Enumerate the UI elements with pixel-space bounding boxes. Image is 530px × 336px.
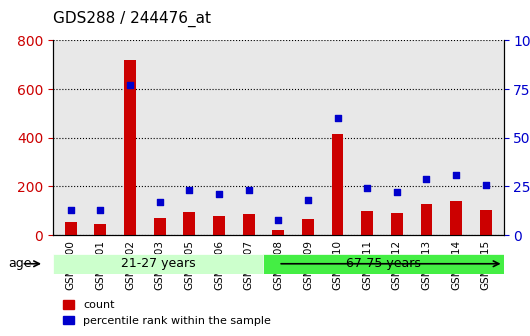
Bar (480, 210, 492, 235)
Point (244, 188, 253, 193)
Bar (154, 218, 165, 235)
Point (452, 172, 461, 177)
Bar (332, 134, 343, 235)
Point (126, 82, 134, 88)
Bar (65, 222, 77, 235)
Bar (183, 212, 195, 235)
Text: GDS288 / 244476_at: GDS288 / 244476_at (53, 11, 211, 27)
Point (481, 182, 490, 187)
Point (274, 217, 282, 222)
Bar (302, 219, 314, 235)
Bar (450, 201, 462, 235)
FancyBboxPatch shape (263, 254, 504, 274)
Text: age: age (8, 257, 31, 270)
Bar (243, 214, 254, 235)
Point (333, 116, 342, 121)
Point (422, 176, 431, 181)
Point (155, 199, 164, 205)
Legend: count, percentile rank within the sample: count, percentile rank within the sample (58, 296, 275, 330)
Bar (124, 60, 136, 235)
Text: 67-75 years: 67-75 years (346, 257, 421, 270)
Point (96, 207, 104, 213)
Point (67, 207, 75, 213)
Bar (272, 230, 284, 235)
Point (215, 192, 223, 197)
Point (363, 186, 372, 191)
FancyBboxPatch shape (53, 254, 263, 274)
Point (393, 190, 401, 195)
Bar (391, 213, 403, 235)
Bar (420, 204, 432, 235)
Point (185, 188, 193, 193)
Bar (213, 216, 225, 235)
Point (304, 198, 312, 203)
Bar (361, 211, 373, 235)
Text: 21-27 years: 21-27 years (121, 257, 196, 270)
Bar (94, 224, 107, 235)
